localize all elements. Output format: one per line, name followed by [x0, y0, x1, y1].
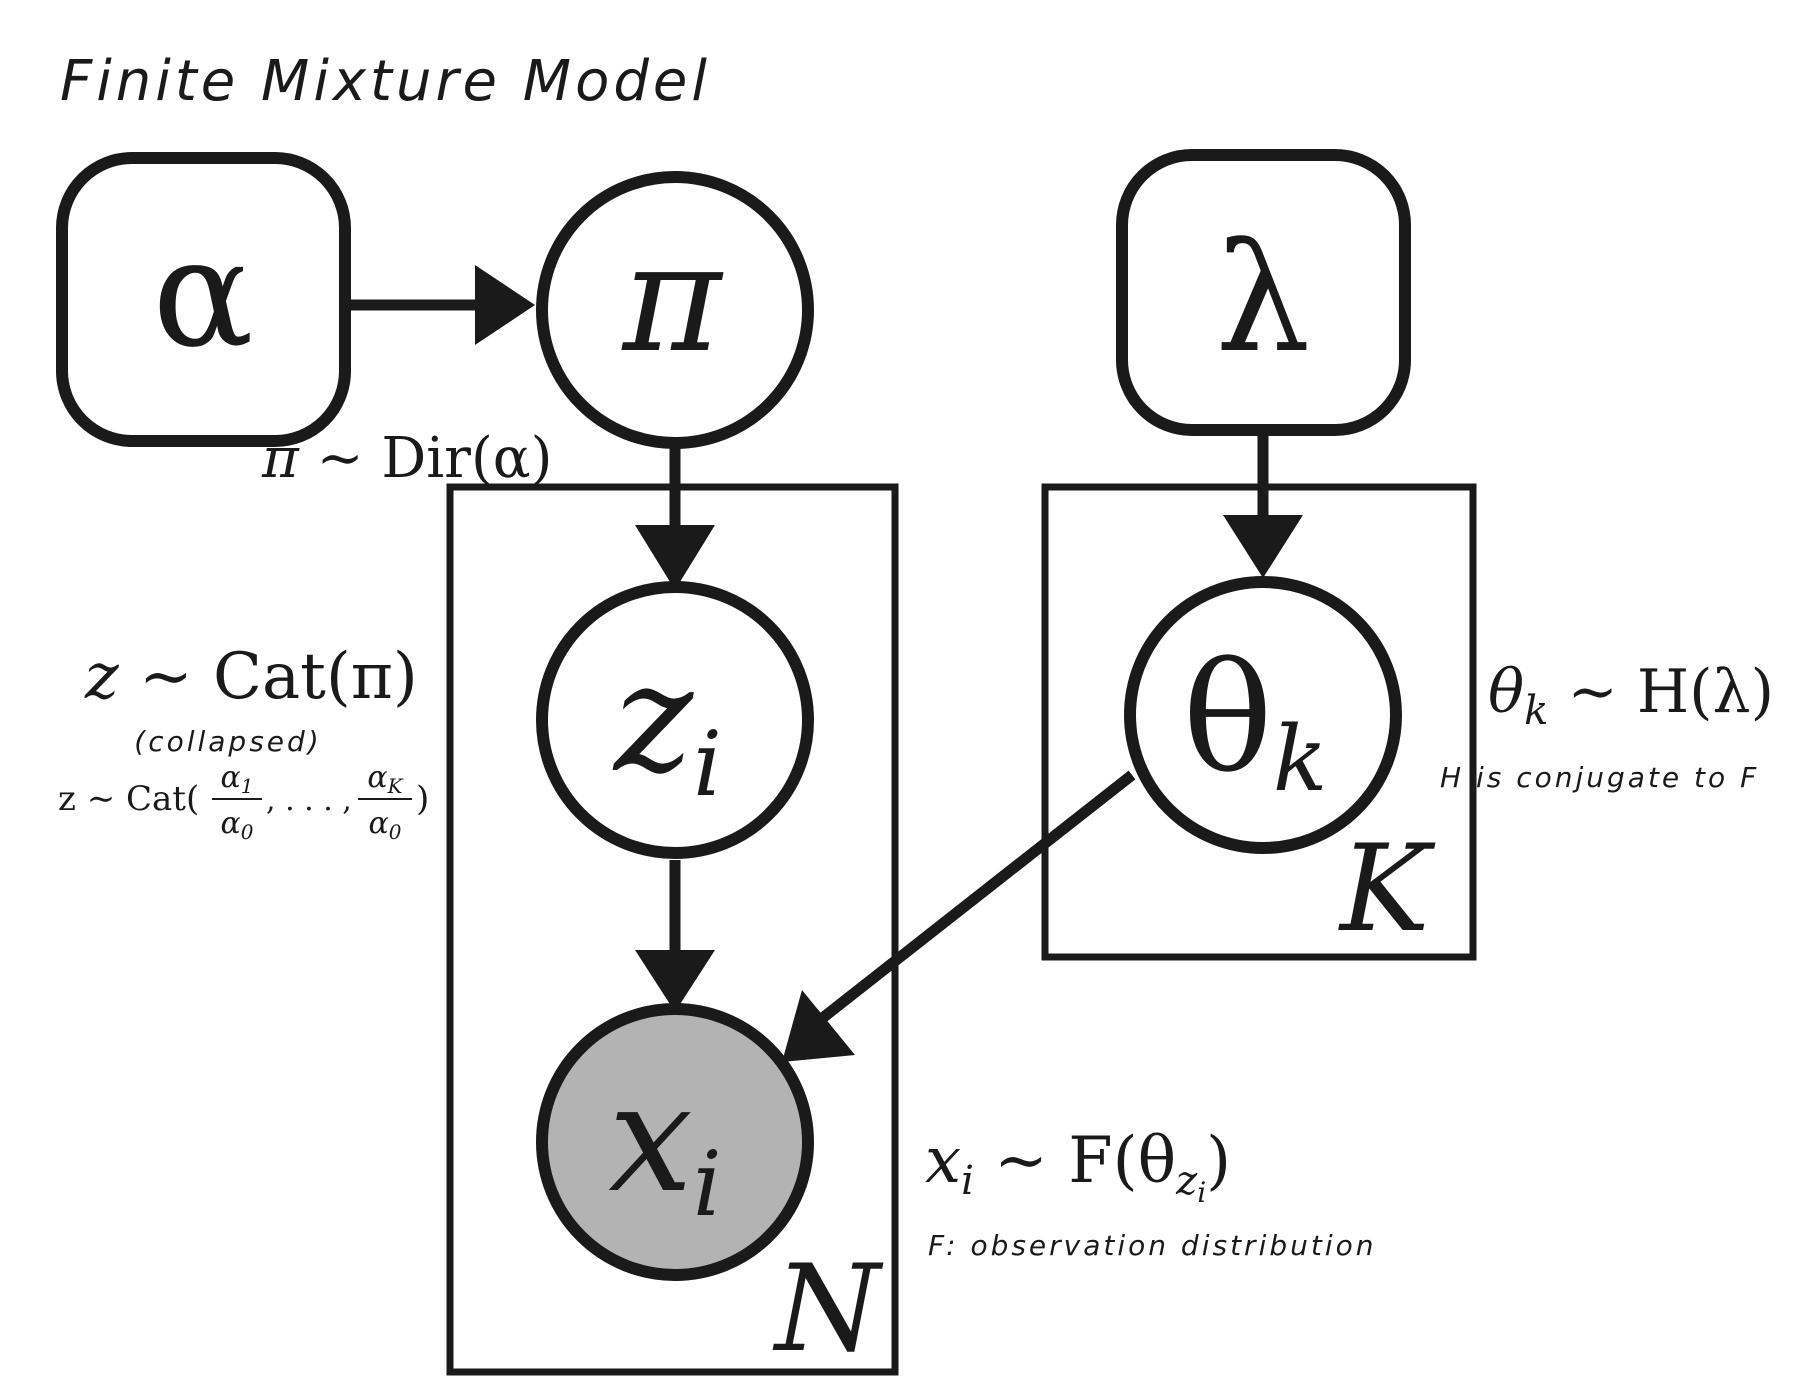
svg-text:αK: αK	[367, 760, 403, 798]
x-dist-lhs-sub: i	[961, 1158, 974, 1204]
x-dist-lhs: x	[925, 1124, 961, 1198]
node-alpha: α	[56, 152, 351, 447]
x-dist-op: ∼	[994, 1124, 1048, 1198]
node-z-symbol: z	[612, 632, 694, 806]
edge-pi-to-z-arrowhead	[635, 525, 715, 590]
x-distribution: xi ∼ F(θzi)	[925, 1124, 1231, 1210]
edges	[345, 265, 1303, 1062]
svg-text:α1: α1	[221, 760, 254, 798]
node-x-subscript: i	[693, 1132, 722, 1237]
z-collapsed-prefix: z ∼ Cat(	[58, 779, 199, 819]
plate-k-label: K	[1338, 820, 1436, 959]
svg-text:xi: xi	[608, 1052, 721, 1237]
theta-dist-op: ∼	[1567, 657, 1617, 727]
edge-theta-to-x	[816, 770, 1136, 1025]
z-dist-rhs: Cat(π)	[213, 640, 418, 714]
plate-n-label: N	[772, 1240, 884, 1379]
z-collapsed-suffix: )	[416, 779, 429, 819]
frac1-num: α	[221, 760, 241, 795]
node-lambda: λ	[1116, 149, 1411, 436]
pi-distribution: π ∼ Dir(α)	[261, 426, 552, 491]
observation-note: F: observation distribution	[928, 1229, 1377, 1262]
frac2-num-sub: K	[387, 774, 404, 798]
node-z-subscript: i	[693, 712, 722, 817]
svg-text:α0: α0	[369, 806, 402, 844]
z-dist-op: ∼	[139, 640, 193, 714]
node-pi-symbol: π	[621, 212, 724, 386]
pi-dist-lhs: π	[261, 426, 300, 491]
frac1-den: α	[221, 806, 241, 841]
node-x-observed: xi	[536, 1003, 814, 1281]
pi-dist-op: ∼	[317, 426, 364, 491]
x-dist-rhs-subsub: i	[1197, 1176, 1206, 1209]
theta-distribution: θk ∼ H(λ)	[1488, 657, 1774, 739]
diagram-title: Finite Mixture Model	[60, 49, 711, 114]
svg-text:α0: α0	[221, 806, 254, 844]
node-lambda-symbol: λ	[1215, 212, 1310, 386]
x-dist-rhs-sub: z	[1175, 1158, 1198, 1204]
edge-theta-to-x-arrowhead	[782, 990, 855, 1062]
node-z: zi	[536, 581, 814, 859]
theta-dist-lhs: θ	[1488, 657, 1524, 727]
x-dist-rhs-pre: F(θ	[1068, 1124, 1176, 1198]
conjugate-note: H is conjugate to F	[1440, 761, 1759, 794]
x-dist-rhs-post: )	[1206, 1124, 1231, 1198]
z-distribution: z ∼ Cat(π)	[84, 640, 418, 714]
frac1-num-sub: 1	[241, 774, 254, 798]
node-x-symbol: x	[608, 1052, 693, 1226]
frac2-num: α	[367, 760, 387, 795]
edge-alpha-to-pi-arrowhead	[475, 265, 535, 345]
collapsed-label: (collapsed)	[134, 725, 321, 758]
theta-dist-lhs-sub: k	[1524, 688, 1548, 734]
node-theta: θk	[1124, 576, 1402, 854]
z-dist-lhs: z	[84, 640, 120, 714]
theta-dist-rhs: H(λ)	[1637, 657, 1774, 727]
node-theta-symbol: θ	[1183, 632, 1273, 806]
svg-text:θk: θk	[1183, 632, 1328, 812]
frac1-den-sub: 0	[241, 820, 254, 844]
z-collapsed-distribution: z ∼ Cat( α1 α0 , . . . , αK α0 )	[58, 760, 429, 844]
node-theta-subscript: k	[1273, 707, 1328, 812]
frac2-den: α	[369, 806, 389, 841]
z-collapsed-sep: , . . . ,	[266, 783, 352, 818]
frac2-den-sub: 0	[389, 820, 402, 844]
pi-dist-rhs: Dir(α)	[381, 426, 552, 491]
edge-lambda-to-theta-arrowhead	[1223, 515, 1303, 578]
node-pi: π	[536, 171, 814, 449]
edge-z-to-x-arrowhead	[635, 950, 715, 1012]
node-alpha-symbol: α	[152, 207, 253, 381]
svg-text:zi: zi	[612, 632, 722, 817]
